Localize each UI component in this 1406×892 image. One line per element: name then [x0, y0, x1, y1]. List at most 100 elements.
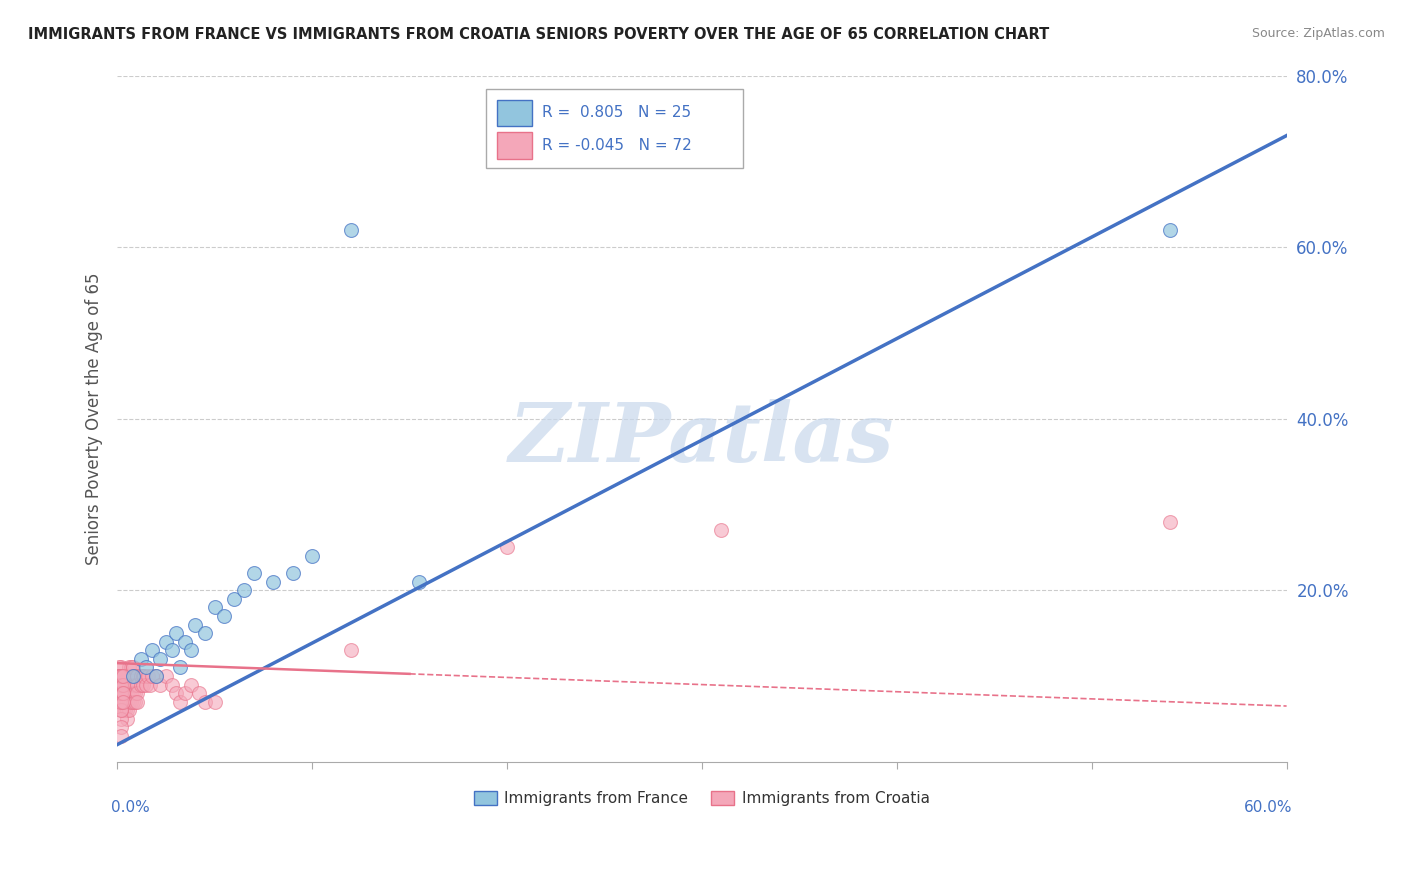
Point [110, 686, 132, 700]
Text: Source: ZipAtlas.com: Source: ZipAtlas.com [1251, 27, 1385, 40]
Point [129, 677, 152, 691]
Point [112, 695, 135, 709]
Point [131, 669, 153, 683]
Point [110, 660, 132, 674]
Point [118, 677, 141, 691]
Point [108, 695, 131, 709]
Point [110, 695, 132, 709]
Point [138, 669, 160, 683]
Point [118, 686, 141, 700]
Point [112, 677, 135, 691]
Point [110, 703, 132, 717]
Point [135, 660, 157, 674]
Point [112, 677, 135, 691]
Point [114, 669, 136, 683]
Point [110, 677, 132, 691]
Point [145, 669, 167, 683]
Point [340, 223, 363, 237]
Point [165, 626, 187, 640]
Point [1159, 223, 1181, 237]
Point [118, 669, 141, 683]
Point [108, 686, 131, 700]
Point [124, 686, 146, 700]
Point [110, 686, 132, 700]
Point [149, 652, 172, 666]
Point [160, 677, 183, 691]
Point [112, 686, 135, 700]
Point [124, 669, 146, 683]
Point [110, 686, 132, 700]
Point [114, 686, 136, 700]
Point [108, 669, 131, 683]
Point [112, 703, 135, 717]
Point [262, 574, 284, 589]
Point [125, 695, 148, 709]
Point [124, 695, 146, 709]
Point [174, 634, 197, 648]
Point [108, 677, 131, 691]
Point [115, 677, 138, 691]
Text: 60.0%: 60.0% [1244, 799, 1292, 814]
Point [204, 600, 226, 615]
Point [188, 686, 211, 700]
Point [121, 669, 143, 683]
Text: R =  0.805   N = 25: R = 0.805 N = 25 [541, 105, 690, 120]
Point [141, 669, 163, 683]
Text: R = -0.045   N = 72: R = -0.045 N = 72 [541, 138, 692, 153]
Point [194, 626, 217, 640]
Point [110, 677, 132, 691]
Point [124, 677, 146, 691]
FancyBboxPatch shape [498, 100, 533, 126]
Point [110, 669, 132, 683]
Point [155, 634, 177, 648]
Point [149, 677, 172, 691]
Point [131, 677, 153, 691]
Point [120, 686, 142, 700]
Point [108, 677, 131, 691]
Point [194, 695, 217, 709]
Legend: Immigrants from France, Immigrants from Croatia: Immigrants from France, Immigrants from … [468, 785, 936, 813]
Point [115, 703, 138, 717]
Point [115, 686, 138, 700]
Point [114, 677, 136, 691]
Point [139, 677, 162, 691]
Point [134, 669, 156, 683]
Point [110, 721, 132, 735]
Point [710, 523, 733, 537]
Point [1159, 515, 1181, 529]
Point [110, 669, 132, 683]
Point [114, 695, 136, 709]
Point [340, 643, 363, 657]
Point [214, 609, 236, 624]
Point [281, 566, 304, 580]
Point [125, 677, 148, 691]
Point [180, 677, 202, 691]
Point [112, 686, 135, 700]
Point [110, 669, 132, 683]
Point [121, 677, 143, 691]
Point [118, 695, 141, 709]
Point [110, 686, 132, 700]
Text: 0.0%: 0.0% [111, 799, 150, 814]
Point [232, 583, 254, 598]
Point [108, 686, 131, 700]
Point [110, 695, 132, 709]
Text: IMMIGRANTS FROM FRANCE VS IMMIGRANTS FROM CROATIA SENIORS POVERTY OVER THE AGE O: IMMIGRANTS FROM FRANCE VS IMMIGRANTS FRO… [28, 27, 1049, 42]
Point [121, 660, 143, 674]
Point [110, 677, 132, 691]
Point [169, 695, 191, 709]
Point [110, 677, 132, 691]
Point [110, 712, 132, 726]
Point [169, 660, 191, 674]
Point [108, 677, 131, 691]
Point [408, 574, 430, 589]
Point [135, 677, 157, 691]
Point [121, 686, 143, 700]
Point [184, 617, 207, 632]
Point [165, 686, 187, 700]
Text: ZIPatlas: ZIPatlas [509, 400, 894, 479]
Point [125, 686, 148, 700]
Y-axis label: Seniors Poverty Over the Age of 65: Seniors Poverty Over the Age of 65 [86, 272, 103, 565]
FancyBboxPatch shape [498, 133, 533, 159]
Point [110, 695, 132, 709]
